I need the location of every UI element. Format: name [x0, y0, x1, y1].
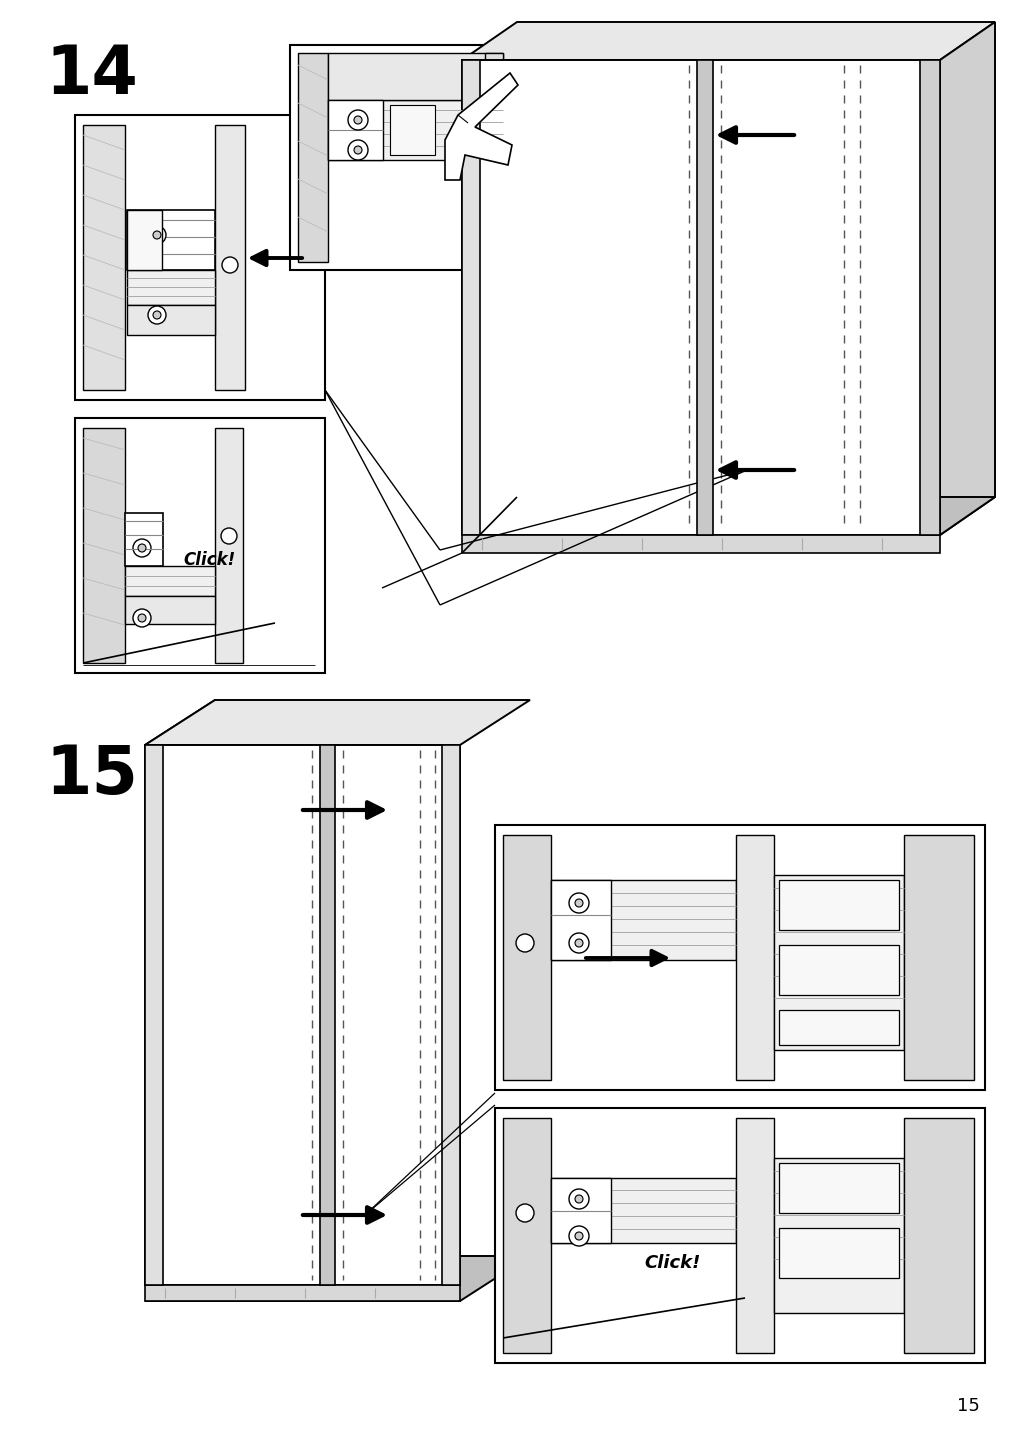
Circle shape [574, 939, 582, 947]
Circle shape [148, 306, 166, 324]
Bar [919, 60, 939, 536]
Circle shape [574, 899, 582, 906]
Bar [462, 60, 939, 536]
Circle shape [348, 110, 368, 130]
Bar [125, 513, 163, 566]
Circle shape [137, 614, 146, 621]
Bar [550, 1179, 611, 1243]
Circle shape [220, 528, 237, 544]
Bar [328, 100, 502, 160]
Bar [126, 211, 214, 271]
Bar [778, 945, 898, 995]
Circle shape [574, 1194, 582, 1203]
Circle shape [221, 256, 238, 274]
Bar [550, 1179, 735, 1243]
Text: 15: 15 [44, 742, 137, 808]
Circle shape [574, 1232, 582, 1240]
Bar [773, 875, 903, 1050]
Circle shape [153, 231, 161, 239]
Bar [494, 1108, 984, 1363]
Circle shape [137, 544, 146, 551]
Bar [126, 271, 214, 305]
Circle shape [568, 894, 588, 914]
Text: 15: 15 [956, 1398, 979, 1415]
Text: 14: 14 [44, 42, 137, 107]
Polygon shape [145, 700, 214, 1285]
Bar [778, 1229, 898, 1277]
Bar [83, 428, 125, 663]
Text: Click!: Click! [184, 551, 236, 569]
Bar [328, 100, 382, 160]
Polygon shape [445, 73, 518, 180]
Bar [462, 60, 479, 536]
Polygon shape [462, 497, 994, 536]
Bar [735, 835, 773, 1080]
Bar [550, 881, 611, 959]
Circle shape [568, 934, 588, 954]
Polygon shape [462, 21, 994, 60]
Polygon shape [145, 700, 530, 745]
Bar [145, 745, 460, 1285]
Bar [502, 835, 550, 1080]
Bar [214, 428, 243, 663]
Text: Click!: Click! [644, 1254, 701, 1272]
Circle shape [132, 609, 151, 627]
Bar [145, 745, 163, 1285]
Polygon shape [145, 1256, 530, 1302]
Bar [778, 881, 898, 929]
Bar [502, 1118, 550, 1353]
Bar [328, 53, 502, 100]
Bar [442, 745, 460, 1285]
Bar [550, 881, 735, 959]
Bar [735, 1118, 773, 1353]
Bar [126, 305, 214, 335]
Bar [125, 566, 214, 596]
Bar [145, 1285, 460, 1302]
Polygon shape [939, 21, 994, 536]
Bar [290, 44, 520, 271]
Bar [75, 418, 325, 673]
Bar [214, 125, 245, 390]
Bar [773, 1158, 903, 1313]
Bar [778, 1163, 898, 1213]
Bar [903, 1118, 973, 1353]
Bar [462, 536, 939, 553]
Circle shape [354, 116, 362, 125]
Circle shape [354, 146, 362, 155]
Bar [697, 60, 713, 536]
Circle shape [148, 226, 166, 243]
Bar [126, 211, 162, 271]
Bar [484, 53, 502, 100]
Circle shape [153, 311, 161, 319]
Circle shape [348, 140, 368, 160]
Bar [75, 115, 325, 400]
Bar [389, 105, 435, 155]
Circle shape [568, 1226, 588, 1246]
Circle shape [516, 934, 534, 952]
Bar [903, 835, 973, 1080]
Circle shape [568, 1189, 588, 1209]
Bar [83, 125, 125, 390]
Circle shape [516, 1204, 534, 1221]
Bar [778, 1010, 898, 1045]
Bar [125, 596, 214, 624]
Bar [297, 53, 328, 262]
Bar [319, 745, 335, 1285]
Bar [494, 825, 984, 1090]
Circle shape [132, 538, 151, 557]
